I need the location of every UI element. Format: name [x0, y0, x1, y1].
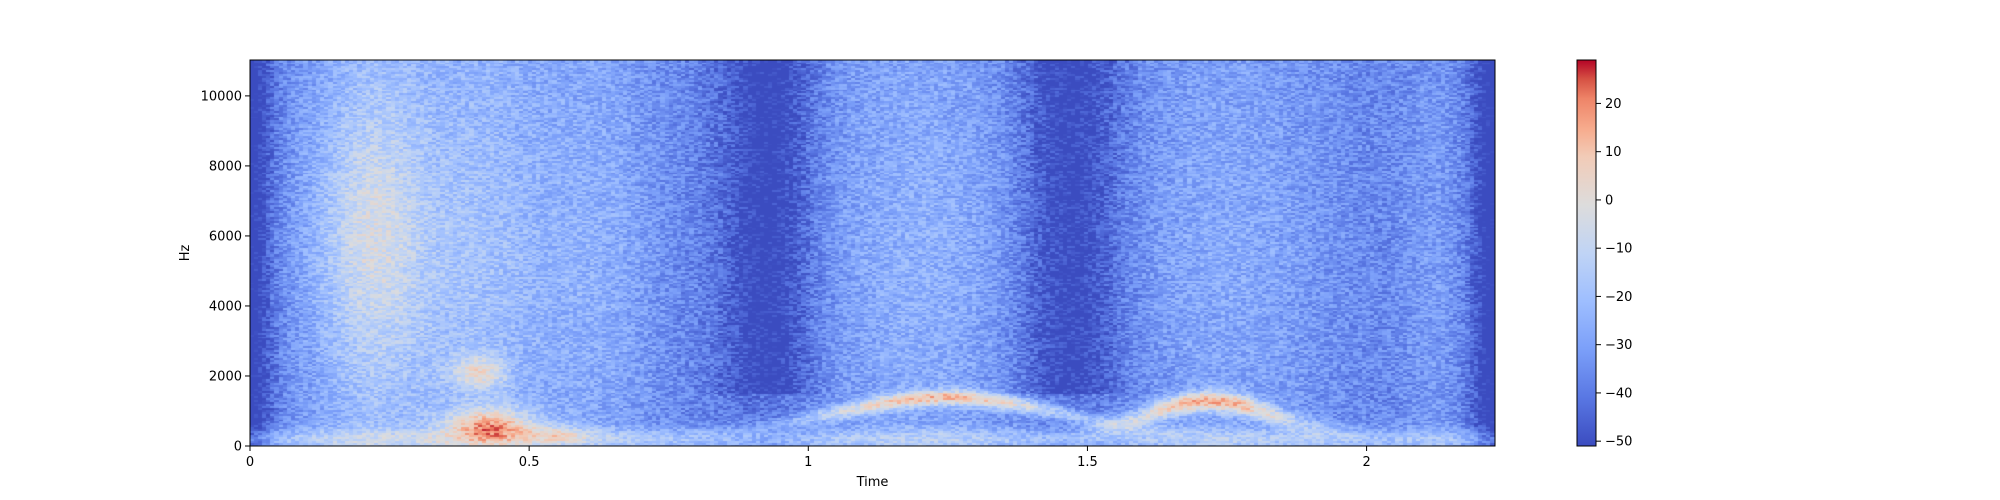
x-tick-label: 0 — [246, 455, 254, 470]
y-tick-label: 6000 — [209, 229, 242, 244]
y-axis: 0 2000 4000 6000 8000 10000 — [201, 89, 250, 455]
colorbar-tick-label: 10 — [1605, 145, 1622, 160]
colorbar-tick-label: −40 — [1605, 386, 1632, 401]
x-axis-label: Time — [856, 475, 889, 490]
y-tick-label: 10000 — [201, 89, 242, 104]
y-tick-label: 4000 — [209, 299, 242, 314]
colorbar-tick-label: −20 — [1605, 290, 1632, 305]
x-tick-label: 2 — [1362, 455, 1370, 470]
colorbar-tick-label: 0 — [1605, 193, 1613, 208]
y-tick-label: 8000 — [209, 159, 242, 174]
colorbar-tick-label: −10 — [1605, 242, 1632, 257]
y-tick-label: 2000 — [209, 369, 242, 384]
colorbar-tick-label: −50 — [1605, 435, 1632, 450]
colorbar-tick-label: 20 — [1605, 97, 1622, 112]
x-axis: 0 0.5 1 1.5 2 — [246, 446, 1371, 470]
x-tick-label: 0.5 — [519, 455, 540, 470]
y-axis-label: Hz — [178, 245, 193, 262]
spectrogram-heatmap — [250, 60, 1495, 446]
colorbar-tick-label: −30 — [1605, 338, 1632, 353]
x-tick-label: 1.5 — [1077, 455, 1098, 470]
colorbar — [1576, 59, 1597, 447]
x-tick-label: 1 — [804, 455, 812, 470]
y-tick-label: 0 — [234, 440, 242, 455]
plot-frame — [249, 59, 1496, 447]
colorbar-axis: 20 10 0 −10 −20 −30 −40 −50 — [1596, 97, 1632, 450]
heatmap-image — [250, 60, 1495, 446]
